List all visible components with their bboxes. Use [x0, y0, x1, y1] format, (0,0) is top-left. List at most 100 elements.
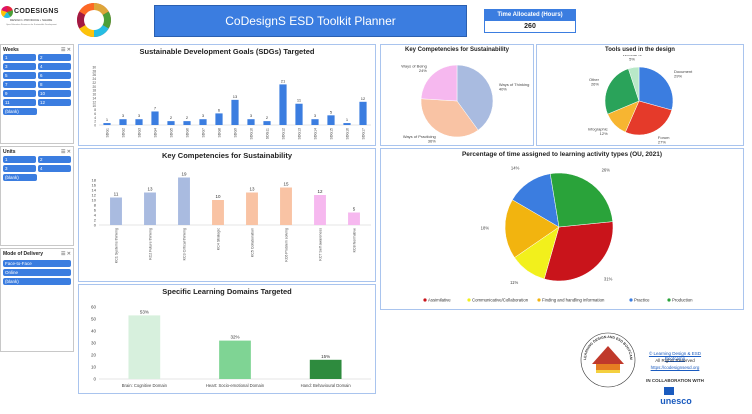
weeks-chip[interactable]: 11 — [3, 99, 36, 106]
weeks-chip[interactable]: 4 — [38, 63, 71, 70]
weeks-chip[interactable]: 7 — [3, 81, 36, 88]
rights-text: All Rights Reserved — [655, 358, 695, 363]
delivery-chip[interactable]: Online — [3, 269, 71, 276]
domains-panel: Specific Learning Domains Targeted 0 10 20… — [78, 284, 376, 394]
category-label: KC8 Normative — [353, 228, 357, 252]
logo-tagline: DESIGN • PRODUCE • SHARE — [10, 18, 53, 22]
delivery-slicer-label: Mode of Delivery — [3, 251, 44, 257]
domains-title: Specific Learning Domains Targeted — [162, 287, 292, 296]
units-chip[interactable]: 2 — [38, 156, 71, 163]
units-blank-chip[interactable]: (blank) — [3, 174, 37, 181]
category-label: SDG13 — [298, 128, 302, 140]
kc-pie-title: Key Competencies for Sustainability — [404, 47, 510, 53]
bar — [144, 192, 156, 225]
weeks-slicer-label: Weeks — [3, 47, 19, 53]
weeks-chip[interactable]: 10 — [38, 90, 71, 97]
pie-slice — [604, 68, 640, 115]
weeks-chip[interactable]: 3 — [3, 63, 36, 70]
bar — [119, 119, 127, 125]
logo-name: CODESIGNS — [14, 8, 59, 15]
clear-filter-icon[interactable]: ☰ ✕ — [60, 149, 71, 155]
data-label: 13 — [147, 187, 153, 192]
weeks-chip[interactable]: 2 — [38, 54, 71, 61]
bar — [280, 187, 292, 225]
units-chip[interactable]: 3 — [3, 165, 36, 172]
y-tick-label: 18 — [92, 89, 96, 93]
y-tick-label: 8 — [94, 203, 97, 208]
bar — [199, 119, 207, 125]
activities-pie-title: Percentage of time assigned to learning … — [461, 151, 663, 158]
weeks-chip[interactable]: 1 — [3, 54, 36, 61]
pie-slice — [420, 98, 479, 138]
clear-filter-icon[interactable]: ☰ ✕ — [60, 47, 71, 53]
data-label: 1 — [346, 117, 349, 122]
data-label: 1 — [106, 117, 109, 122]
delivery-chip[interactable]: (blank) — [3, 278, 71, 285]
clear-filter-icon[interactable]: ☰ ✕ — [60, 251, 71, 257]
bar — [167, 121, 175, 125]
weeks-chip[interactable]: 6 — [38, 72, 71, 79]
category-label: SDG5 — [170, 128, 174, 138]
category-label: KC1 Systems thinking — [115, 228, 119, 263]
time-allocated-box: Time Allocated (Hours) 260 — [484, 9, 576, 33]
y-tick-label: 2 — [94, 218, 97, 223]
y-tick-label: 12 — [92, 193, 97, 198]
copyright-link[interactable]: © Learning Design & ESD Bootcamp — [648, 351, 702, 361]
y-tick-label: 24 — [92, 77, 96, 81]
category-label: SDG7 — [202, 128, 206, 138]
category-label: SDG14 — [314, 128, 318, 140]
category-label: Hand: Behavioural Domain — [301, 383, 352, 388]
data-label: 53% — [140, 309, 149, 314]
data-label: 3 — [202, 113, 205, 118]
data-label: 12 — [361, 96, 366, 101]
data-label: 13 — [233, 94, 238, 99]
y-tick-label: 30 — [92, 66, 96, 70]
activities-pie-panel: Percentage of time assigned to learning … — [380, 148, 744, 310]
pie-label: 31% — [604, 277, 613, 282]
bar — [309, 359, 342, 379]
category-label: SDG15 — [330, 128, 334, 140]
weeks-chip[interactable]: 8 — [38, 81, 71, 88]
page-title: CoDesignS ESD Toolkit Planner — [154, 5, 467, 37]
legend-marker — [423, 298, 427, 302]
pie-slice — [549, 172, 614, 228]
website-link[interactable]: https://codesignsesd.org — [650, 365, 700, 370]
pie-slice — [456, 64, 494, 131]
weeks-chip[interactable]: 9 — [3, 90, 36, 97]
bar — [128, 315, 161, 379]
y-tick-label: 4 — [94, 116, 96, 120]
pie-label: 26% — [602, 167, 611, 172]
collab-text: IN COLLABORATION WITH — [646, 378, 704, 383]
bar — [231, 99, 239, 125]
pie-slice — [420, 64, 458, 102]
pie-label: Ways of Being 24% — [401, 63, 427, 73]
y-tick-label: 0 — [93, 377, 96, 382]
pie-label: 18% — [481, 226, 490, 231]
units-chip[interactable]: 4 — [38, 165, 71, 172]
category-label: SDG3 — [138, 128, 142, 138]
legend-marker — [629, 298, 633, 302]
data-label: 6 — [218, 107, 221, 112]
legend-marker — [667, 298, 671, 302]
data-label: 2 — [266, 115, 269, 120]
weeks-chip[interactable]: 5 — [3, 72, 36, 79]
sdg-wheel-icon — [77, 3, 111, 37]
pie-slice — [543, 221, 614, 282]
bar — [359, 101, 367, 125]
data-label: 3 — [138, 113, 141, 118]
pie-label: Other 26% — [589, 77, 600, 87]
y-tick-label: 6 — [94, 112, 96, 116]
category-label: SDG4 — [154, 128, 158, 138]
category-label: KC5 Collaboration — [251, 228, 255, 257]
weeks-chip[interactable]: 12 — [38, 99, 71, 106]
kc-pie-panel: Key Competencies for Sustainability Ways… — [380, 44, 534, 146]
weeks-blank-chip[interactable]: (blank) — [3, 108, 37, 115]
weeks-slicer: Weeks ☰ ✕ 1 2 3 4 5 6 7 8 9 10 11 12 (blank) — [0, 44, 74, 144]
sdg-chart: 0246810121416182022242628301SDG13SDG23SD… — [92, 66, 371, 140]
sdg-chart-title: Sustainable Development Goals (SDGs) Tar… — [139, 47, 315, 56]
data-label: 21 — [281, 78, 286, 83]
delivery-chip[interactable]: Face-to-Face — [3, 260, 71, 267]
units-chip[interactable]: 1 — [3, 156, 36, 163]
bar — [263, 121, 271, 125]
y-tick-label: 12 — [92, 100, 96, 104]
